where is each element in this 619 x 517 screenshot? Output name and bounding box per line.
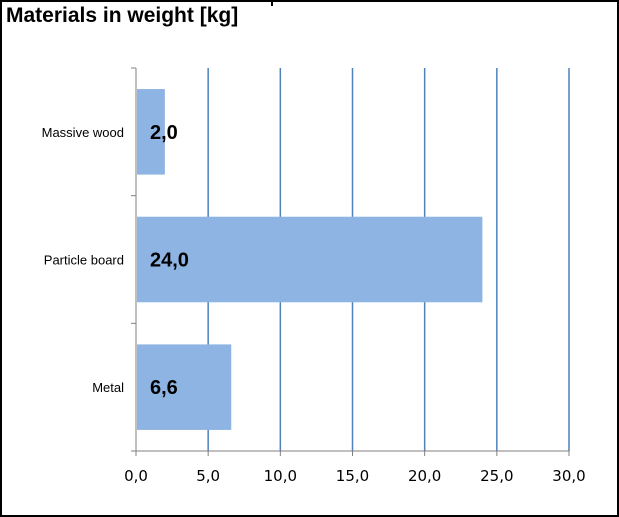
chart-title: Materials in weight [kg] xyxy=(6,4,239,27)
x-tick-label-3: 15,0 xyxy=(336,467,369,485)
category-label-0: Massive wood xyxy=(42,125,124,140)
data-label-2: 6,6 xyxy=(150,377,178,399)
x-tick-label-0: 0,0 xyxy=(124,467,148,485)
x-tick-label-4: 20,0 xyxy=(408,467,441,485)
x-tick-label-6: 30,0 xyxy=(552,467,585,485)
x-tick-label-5: 25,0 xyxy=(480,467,513,485)
bar-0 xyxy=(137,89,165,175)
x-tick-label-2: 10,0 xyxy=(264,467,297,485)
data-label-1: 24,0 xyxy=(150,250,189,272)
top-rule xyxy=(2,2,273,6)
data-label-0: 2,0 xyxy=(150,122,178,144)
x-tick-label-1: 5,0 xyxy=(196,467,220,485)
category-label-2: Metal xyxy=(92,380,124,395)
bar-2 xyxy=(137,344,232,430)
category-label-1: Particle board xyxy=(44,253,124,268)
bar-1 xyxy=(137,216,483,303)
